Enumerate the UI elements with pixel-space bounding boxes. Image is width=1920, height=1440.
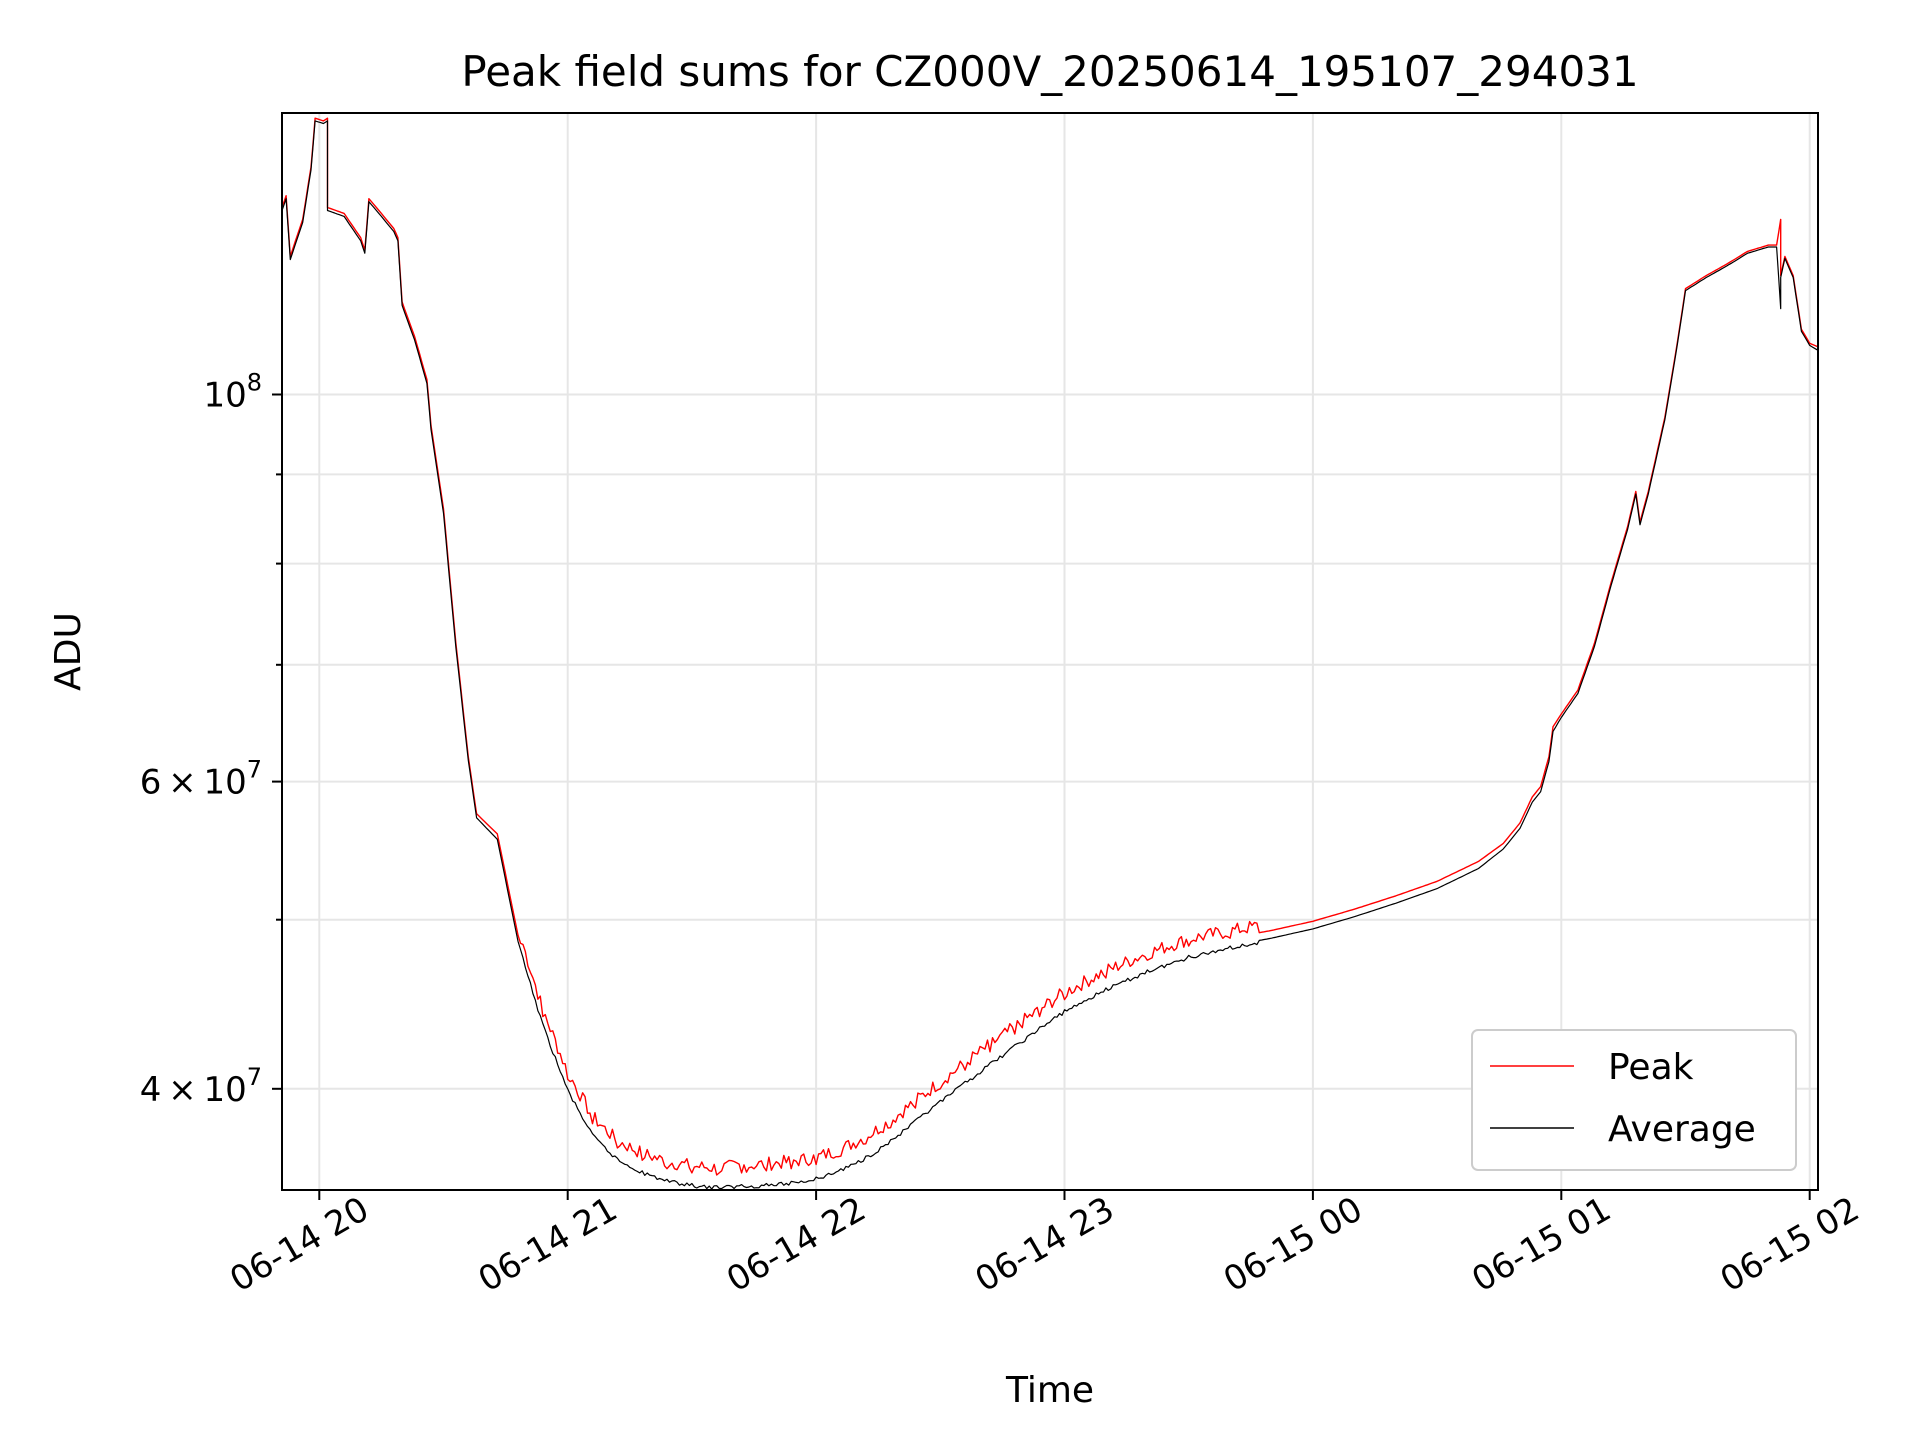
legend-label-peak: Peak [1608,1047,1694,1088]
plot-frame [281,112,1819,1191]
series-line-average [281,120,1819,1190]
legend-box [1471,1029,1797,1171]
y-axis-label: ADU [48,612,89,691]
chart-title: Peak field sums for CZ000V_20250614_1951… [461,47,1638,96]
series-layer [281,117,1819,1190]
grid [282,113,1818,1190]
y-tick-label: 6 × 107 [140,756,262,803]
series-line-peak [281,117,1819,1176]
y-tick-label: 108 [203,369,262,416]
y-tick-label: 4 × 107 [140,1063,262,1110]
x-axis-label: Time [1005,1370,1094,1411]
legend: Peak Average [1471,1029,1797,1171]
legend-label-average: Average [1608,1109,1756,1150]
